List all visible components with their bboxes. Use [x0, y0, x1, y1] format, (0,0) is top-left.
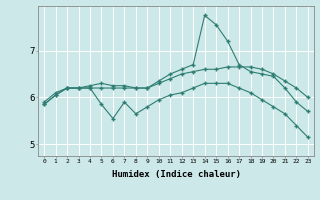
X-axis label: Humidex (Indice chaleur): Humidex (Indice chaleur) [111, 170, 241, 179]
